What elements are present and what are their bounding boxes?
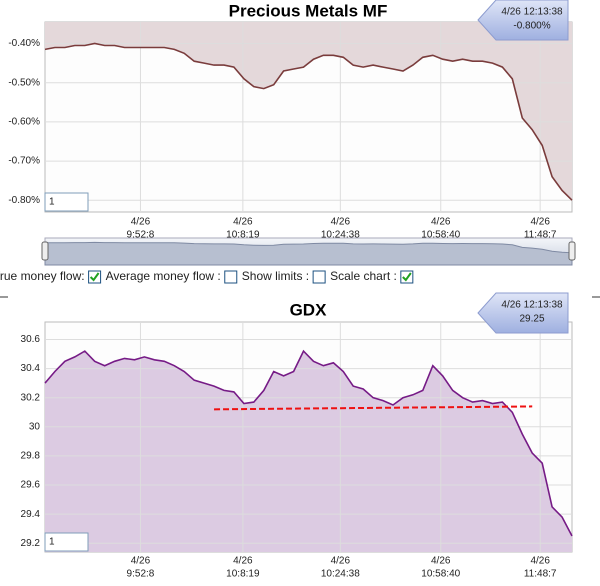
x-tick-label: 11:48:7 [524, 230, 557, 241]
callout-value: -0.800% [513, 21, 550, 32]
callout-time: 4/26 12:13:38 [501, 7, 563, 18]
value-callout [477, 0, 569, 41]
y-tick-label: 29.8 [21, 451, 41, 462]
x-tick-label: 4/26 [331, 217, 351, 228]
control-label: Average money flow : [106, 269, 221, 283]
x-tick-label: 9:52:8 [127, 569, 155, 580]
control-label: True money flow: [0, 269, 85, 283]
series-line [44, 42, 573, 201]
y-tick-label: -0.50% [8, 77, 40, 88]
x-tick-label: 10:24:38 [321, 230, 360, 241]
x-tick-label: 4/26 [530, 556, 550, 567]
x-tick-label: 10:8:19 [226, 230, 260, 241]
x-tick-label: 4/26 [131, 217, 151, 228]
control-label: Show limits : [242, 269, 309, 283]
x-tick-label: 10:24:38 [321, 569, 360, 580]
chart-title: Precious Metals MF [229, 1, 388, 20]
zoom-input[interactable] [44, 192, 89, 212]
x-tick-label: 4/26 [431, 217, 451, 228]
checkbox[interactable] [224, 270, 238, 284]
y-tick-label: -0.70% [8, 156, 40, 167]
x-tick-label: 4/26 [131, 556, 151, 567]
x-tick-label: 4/26 [233, 217, 253, 228]
y-tick-label: -0.60% [8, 117, 40, 128]
y-tick-label: 29.6 [21, 480, 41, 491]
checkbox[interactable] [312, 270, 326, 284]
x-tick-label: 11:48:7 [524, 569, 557, 580]
callout-value: 29.25 [519, 314, 544, 325]
series-line [44, 349, 573, 537]
y-tick-label: 29.4 [21, 509, 41, 520]
value-callout [477, 292, 569, 334]
navigator-handle[interactable] [568, 241, 576, 261]
checkmark [89, 272, 100, 282]
y-tick-label: -0.80% [8, 195, 40, 206]
chart-title: GDX [290, 300, 328, 319]
zoom-input[interactable] [44, 532, 89, 552]
control-label: Scale chart : [330, 269, 397, 283]
reference-line [214, 405, 533, 411]
y-tick-label: 30.6 [21, 334, 41, 345]
checkmark [402, 272, 412, 282]
x-tick-label: 4/26 [331, 556, 351, 567]
callout-time: 4/26 12:13:38 [501, 300, 563, 311]
y-tick-label: -0.40% [8, 38, 40, 49]
zoom-value: 1 [49, 197, 55, 208]
x-tick-label: 10:58:40 [421, 569, 460, 580]
x-tick-label: 4/26 [530, 217, 550, 228]
zoom-value: 1 [49, 537, 55, 548]
x-tick-label: 10:8:19 [226, 569, 260, 580]
y-tick-label: 29.2 [21, 538, 41, 549]
x-tick-label: 10:58:40 [421, 230, 460, 241]
y-tick-label: 30.2 [21, 392, 41, 403]
navigator-line [44, 241, 573, 266]
x-tick-label: 9:52:8 [127, 230, 155, 241]
y-tick-label: 30.4 [21, 363, 41, 374]
y-tick-label: 30 [29, 421, 41, 432]
x-tick-label: 4/26 [431, 556, 451, 567]
x-tick-label: 4/26 [233, 556, 253, 567]
navigator-handle[interactable] [41, 241, 49, 261]
